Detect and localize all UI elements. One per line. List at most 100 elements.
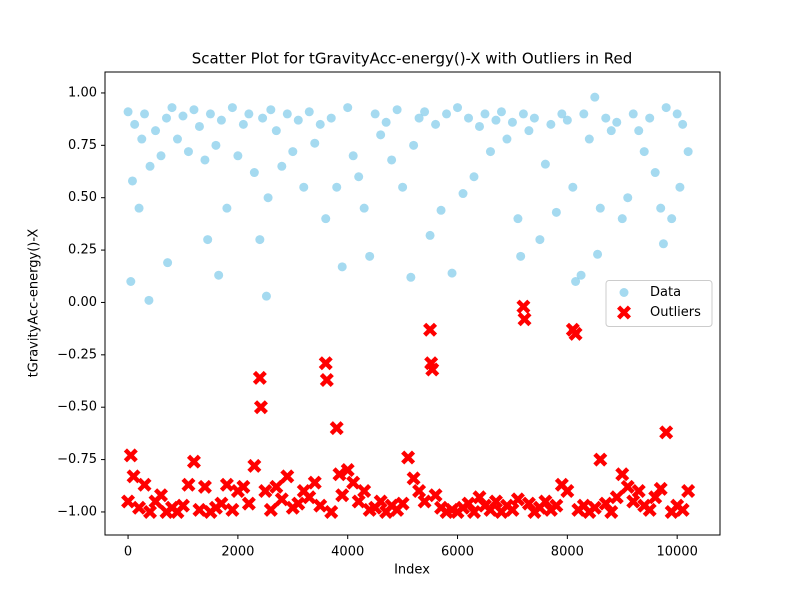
data-point	[516, 251, 526, 261]
data-point	[162, 113, 171, 123]
data-point	[628, 109, 638, 119]
data-point	[658, 239, 668, 249]
data-point	[293, 115, 303, 125]
data-point	[163, 258, 173, 268]
data-point	[464, 113, 474, 123]
data-point	[315, 119, 325, 129]
data-point	[675, 182, 685, 192]
y-tick-label: 0.00	[68, 295, 97, 310]
data-point	[568, 182, 578, 192]
data-point	[623, 193, 633, 203]
y-tick-label: 1.00	[68, 85, 97, 100]
data-point	[214, 270, 224, 280]
series-0	[123, 92, 693, 305]
data-point	[650, 168, 660, 178]
data-point	[194, 121, 204, 131]
data-point	[524, 126, 534, 136]
data-point	[266, 105, 276, 115]
outlier-marker	[186, 454, 201, 469]
data-point	[420, 107, 430, 117]
outlier-marker	[121, 494, 136, 509]
outlier-marker	[252, 370, 267, 385]
outlier-marker	[269, 479, 284, 494]
legend-label: Data	[650, 285, 681, 300]
outlier-marker	[549, 498, 564, 513]
outlier-marker	[123, 448, 138, 463]
data-point	[277, 161, 287, 171]
data-point	[354, 172, 364, 182]
data-point	[244, 109, 254, 119]
outlier-marker	[417, 494, 432, 509]
outlier-marker	[280, 469, 295, 484]
outlier-marker	[609, 490, 624, 505]
data-point	[606, 126, 616, 136]
legend-box	[605, 280, 713, 327]
data-point	[172, 134, 182, 144]
outlier-marker	[412, 484, 427, 499]
outlier-marker	[154, 488, 169, 503]
data-point	[485, 147, 495, 157]
data-point	[271, 126, 281, 136]
data-point	[203, 235, 213, 245]
outlier-marker	[346, 475, 361, 490]
data-point	[258, 113, 268, 123]
outlier-marker	[406, 471, 421, 486]
data-point	[381, 117, 391, 127]
data-point	[431, 119, 441, 129]
y-tick-label: −0.25	[57, 347, 97, 362]
outlier-marker	[219, 477, 234, 492]
data-point	[593, 249, 603, 259]
data-point	[601, 113, 611, 123]
outlier-marker	[423, 322, 438, 337]
data-point	[126, 277, 136, 287]
outlier-marker	[510, 492, 525, 507]
data-point	[436, 205, 446, 215]
x-tick-label: 8000	[551, 545, 584, 560]
data-point	[130, 119, 140, 129]
outlier-marker	[615, 467, 630, 482]
data-point	[137, 134, 147, 144]
outlier-marker	[335, 488, 350, 503]
axes-frame	[104, 71, 721, 536]
data-point	[535, 235, 545, 245]
data-point	[619, 288, 629, 297]
data-point	[189, 105, 199, 115]
x-tick-label: 10000	[656, 545, 697, 560]
x-axis-label: Index	[394, 563, 430, 578]
data-point	[370, 109, 380, 119]
data-point	[584, 134, 594, 144]
data-point	[562, 115, 572, 125]
outlier-marker	[253, 400, 268, 415]
data-point	[406, 272, 416, 282]
outlier-marker	[681, 484, 696, 499]
outlier-marker	[214, 496, 229, 511]
outlier-marker	[428, 488, 443, 503]
data-point	[453, 103, 463, 113]
data-point	[529, 113, 539, 123]
data-point	[238, 119, 248, 129]
data-point	[579, 109, 589, 119]
outlier-marker	[236, 479, 251, 494]
outlier-marker	[241, 496, 256, 511]
data-point	[233, 151, 243, 161]
data-point	[617, 214, 627, 224]
data-point	[546, 119, 556, 129]
data-point	[595, 203, 605, 213]
outlier-marker	[332, 467, 347, 482]
outlier-marker	[197, 479, 212, 494]
data-point	[337, 262, 347, 272]
outlier-marker	[263, 502, 278, 517]
data-point	[211, 140, 221, 150]
y-tick-label: 0.75	[68, 138, 97, 153]
outlier-marker	[587, 500, 602, 515]
outlier-marker	[307, 475, 322, 490]
data-point	[183, 147, 193, 157]
outlier-marker	[126, 469, 141, 484]
data-point	[507, 117, 517, 127]
data-point	[348, 151, 358, 161]
outlier-marker	[137, 477, 152, 492]
data-point	[249, 168, 259, 178]
y-tick-label: −0.75	[57, 452, 97, 467]
outlier-marker	[505, 502, 520, 517]
data-point	[645, 113, 655, 123]
